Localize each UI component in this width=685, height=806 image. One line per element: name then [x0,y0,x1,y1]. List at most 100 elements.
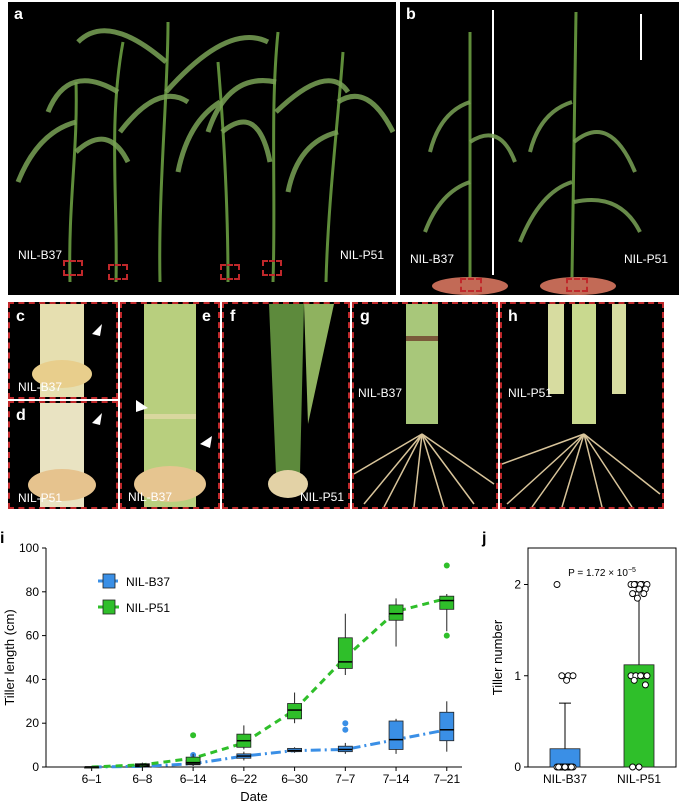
panel-c-label: c [16,308,25,325]
panel-c-photo: c NIL-B37 [8,302,118,399]
x-tick-label: NIL-P51 [617,772,661,786]
highlight-box [460,278,482,292]
data-point [629,763,637,771]
bar-NIL-P51 [623,664,655,768]
legend-swatch-box [102,599,116,615]
panel-g-photo: g NIL-B37 [352,302,498,509]
panel-e-tag: NIL-B37 [128,490,173,504]
y-axis-label: Tiller length (cm) [2,609,17,705]
y-tick-label: 2 [514,578,521,592]
panel-c-tag: NIL-B37 [18,380,63,394]
p-value-exponent: −5 [628,567,636,574]
legend-swatch-box [102,573,116,589]
highlight-box [262,260,282,276]
data-point [630,581,638,588]
y-tick-label: 1 [514,669,521,683]
trend-line-NIL-P51 [91,596,448,769]
panel-j-label: j [482,530,487,547]
panel-f-label: f [230,308,236,325]
panel-h-tag: NIL-P51 [508,386,553,400]
data-point [567,763,575,771]
outlier-point [342,720,349,727]
data-point [569,672,577,680]
tiller-number-chart: 0 1 2 Tiller number NIL-B37 NIL-P51 P = 1.72 ×… [490,547,677,786]
panel-g-label: g [360,308,370,325]
panel-a-right-tag: NIL-P51 [340,248,385,262]
panel-b-label: b [406,6,416,23]
panel-h-label: h [508,308,518,325]
data-point [561,763,569,771]
x-tick-label: 6–22 [231,772,258,786]
panel-a-label: a [14,6,23,23]
panel-f-photo: f NIL-P51 [222,302,350,509]
x-tick-label: 6–14 [180,772,207,786]
box-NIL-P51 [185,756,201,765]
y-tick-label: 100 [19,541,39,555]
data-point [630,676,638,684]
highlight-box [220,264,240,280]
panel-d-photo: d NIL-P51 [8,401,118,509]
data-point [555,763,563,771]
panel-b-left-tag: NIL-B37 [410,252,455,266]
outlier-point [190,732,197,739]
highlight-box [108,264,128,280]
highlight-box [63,260,83,276]
highlight-box [566,278,588,292]
box-NIL-P51 [337,637,353,669]
data-point [558,672,566,680]
box-NIL-B37 [439,711,455,742]
panel-d-label: d [16,407,26,424]
box-NIL-P51 [439,595,455,610]
box-NIL-P51 [388,604,404,621]
stem-base-illustration [28,403,102,507]
panel-h-photo: h NIL-P51 [500,302,664,509]
y-tick-label: 20 [26,716,40,730]
panel-e-photo: e NIL-B37 [120,302,220,509]
tiller-base-illustration [268,304,334,498]
x-tick-label: NIL-B37 [543,772,587,786]
panel-b-right-tag: NIL-P51 [624,252,669,266]
plot-frame [527,547,677,768]
legend-label: NIL-B37 [126,575,170,589]
data-point [553,581,561,588]
y-tick-label: 0 [32,760,39,774]
data-point [633,594,641,602]
p-value-annotation: P = 1.72 × 10−5 [568,567,636,579]
y-tick-label: 40 [26,672,40,686]
data-point [641,681,649,689]
data-point [563,676,571,684]
x-tick-label: 7–14 [383,772,410,786]
roots-illustration [354,304,495,507]
y-axis-label: Tiller number [490,619,505,695]
mature-corn-illustration [423,10,642,295]
legend-label: NIL-P51 [126,601,170,615]
panel-g-tag: NIL-B37 [358,386,403,400]
box-NIL-B37 [388,720,404,750]
x-tick-label: 6–30 [281,772,308,786]
x-tick-label: 6–1 [82,772,102,786]
data-point [629,590,637,598]
panel-a-left-tag: NIL-B37 [18,248,63,262]
data-point [635,585,643,593]
stem-base-illustration [134,304,212,507]
panel-a-photo: a NIL-B37 NIL-P51 [8,2,396,295]
stem-base-illustration [32,304,102,397]
x-tick-label: 6–8 [132,772,152,786]
outlier-point [443,562,450,569]
tiller-length-chart: 0 20 40 60 80 100 6–1 6–8 6–14 6–22 6–30 7–7 7–14 7–2… [2,541,462,804]
panel-e-label: e [202,308,211,325]
box-NIL-P51 [287,703,302,720]
y-tick-label: 0 [514,760,521,774]
outlier-point [443,632,450,639]
data-point [637,672,645,680]
outlier-point [342,726,349,733]
x-tick-label: 7–7 [335,772,355,786]
panel-d-tag: NIL-P51 [18,491,63,505]
data-point [635,763,643,771]
data-point [640,590,648,598]
y-tick-label: 60 [26,629,40,643]
corn-plants-illustration [15,21,396,283]
panel-b-photo: b NIL-B37 NIL-P51 [400,2,679,295]
roots-illustration [502,304,661,507]
panel-i-label: i [0,530,5,547]
